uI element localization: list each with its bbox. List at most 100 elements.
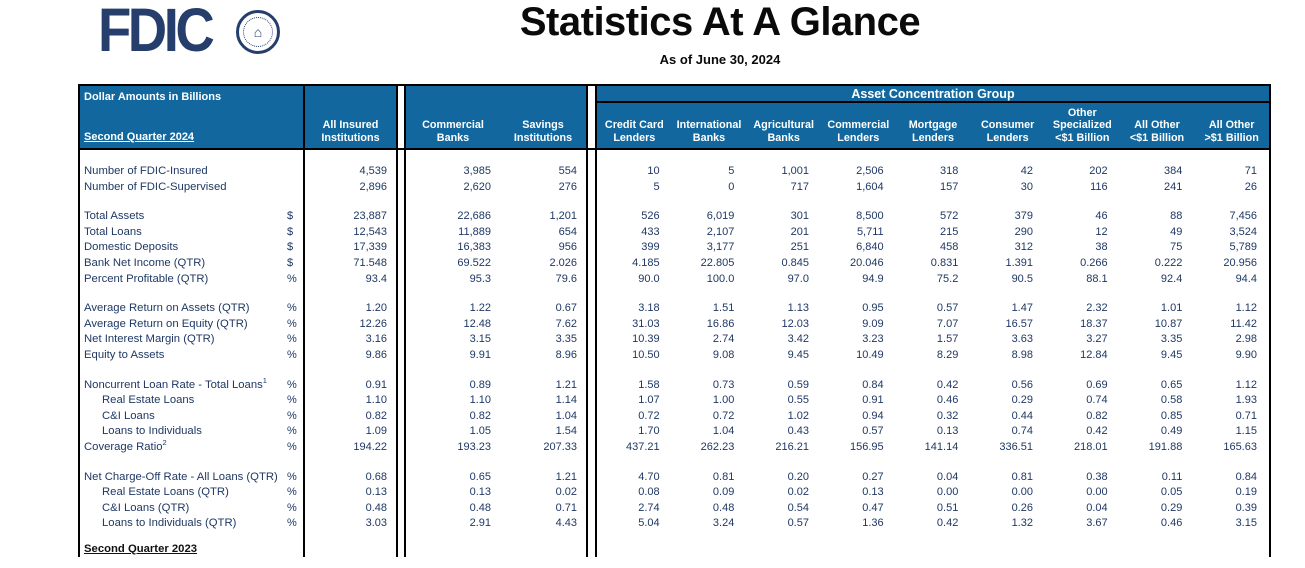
- cell-value: 116: [1090, 180, 1108, 193]
- cell-value: [672, 287, 747, 301]
- column-divider: [398, 541, 406, 558]
- column-divider: [398, 424, 406, 440]
- cell-value: [672, 195, 747, 209]
- cell-value: [500, 195, 588, 210]
- cell-value: [597, 532, 672, 542]
- column-divider: [588, 332, 597, 348]
- cell-value: 5,711: [856, 225, 884, 238]
- cell-value: [970, 542, 1045, 558]
- cell-value: 0.29: [1160, 501, 1183, 514]
- cell-value: [500, 363, 588, 378]
- row-unit: [285, 150, 305, 164]
- cell-value: 156.95: [850, 440, 884, 453]
- cell-value: [821, 150, 896, 164]
- cell-value: 0.55: [787, 394, 809, 407]
- cell-value: [406, 364, 500, 378]
- row-unit: [285, 541, 305, 558]
- table-row: [80, 287, 1269, 302]
- cell-value: [1194, 287, 1269, 301]
- row-label: [80, 456, 285, 470]
- cell-value: 4.70: [638, 470, 660, 483]
- cell-value: 1.93: [1235, 394, 1257, 407]
- cell-value: 0.46: [936, 394, 959, 407]
- cell-value: 0.04: [936, 470, 959, 483]
- cell-value: [970, 287, 1045, 301]
- cell-value: 0.00: [936, 486, 959, 499]
- cell-value: [305, 541, 398, 558]
- column-divider: [588, 439, 597, 456]
- cell-value: [821, 532, 896, 542]
- column-divider: [398, 516, 406, 532]
- cell-value: 42: [1020, 165, 1033, 177]
- cell-value: 0.57: [862, 425, 884, 438]
- cell-value: [1045, 542, 1120, 558]
- cell-value: 9.45: [1160, 348, 1183, 361]
- row-unit: %: [285, 439, 305, 456]
- cell-value: 31.03: [632, 317, 660, 330]
- column-divider: [398, 179, 406, 196]
- cell-value: 93.4: [305, 271, 398, 288]
- column-divider: [398, 224, 406, 241]
- column-divider: [398, 363, 406, 378]
- column-divider: [588, 255, 597, 272]
- cell-value: [597, 150, 672, 164]
- page-subtitle: As of June 30, 2024: [659, 52, 781, 67]
- row-label: Bank Net Income (QTR): [84, 256, 206, 269]
- column-divider: [588, 408, 597, 425]
- cell-value: 12,543: [305, 224, 398, 241]
- fdic-seal-icon: ⌂: [236, 10, 280, 54]
- cell-value: [746, 532, 821, 542]
- row-unit: [285, 287, 305, 302]
- cell-value: [406, 456, 500, 470]
- cell-value: 7,456: [1229, 210, 1257, 223]
- column-header-label: Agricultural Banks: [753, 119, 814, 144]
- cell-value: 526: [641, 210, 660, 223]
- cell-value: 12: [1095, 225, 1108, 238]
- cell-value: 71: [1244, 165, 1257, 177]
- column-header-all-other-gt1b: All Other >$1 Billion: [1194, 103, 1269, 148]
- cell-value: 6,019: [706, 210, 735, 223]
- cell-value: [746, 364, 821, 378]
- cell-value: 0.32: [936, 409, 959, 422]
- cell-value: [1194, 364, 1269, 378]
- cell-value: 10.49: [856, 348, 884, 361]
- cell-value: 276: [500, 179, 588, 196]
- cell-value: 3.24: [712, 517, 735, 530]
- cell-value: 90.5: [1011, 272, 1033, 285]
- cell-value: 1.391: [1005, 256, 1033, 269]
- cell-value: 0.26: [1011, 501, 1033, 514]
- fdic-logo: FDIC ⌂: [98, 1, 288, 66]
- cell-value: 3.35: [1160, 333, 1183, 346]
- column-header-agricultural-banks: Agricultural Banks: [746, 103, 821, 148]
- cell-value: 38: [1095, 241, 1108, 254]
- table-row: Percent Profitable (QTR)% 93.4 95.3 79.6 90.…: [80, 271, 1269, 288]
- cell-value: 0.48: [469, 501, 491, 514]
- row-unit: [285, 363, 305, 378]
- cell-value: [1045, 195, 1120, 209]
- cell-value: [406, 542, 500, 558]
- cell-value: 0.84: [1235, 470, 1257, 483]
- cell-value: 207.33: [500, 439, 588, 456]
- row-unit: %: [285, 332, 305, 348]
- cell-value: [821, 456, 896, 470]
- cell-value: 437.21: [626, 440, 660, 453]
- cell-value: 399: [641, 241, 660, 254]
- cell-value: 10.39: [632, 333, 660, 346]
- column-header-consumer-lenders: Consumer Lenders: [970, 103, 1045, 148]
- cell-value: 379: [1014, 210, 1033, 223]
- cell-value: 9.86: [305, 347, 398, 364]
- cell-value: 0.54: [787, 501, 809, 514]
- cell-value: 0.82: [469, 409, 491, 422]
- cell-value: 71.548: [305, 255, 398, 272]
- cell-value: 94.9: [862, 272, 884, 285]
- table-body: Number of FDIC-Insured 4,539 3,985 554 10 5 1,…: [80, 150, 1269, 558]
- row-unit: %: [285, 408, 305, 425]
- table-row: [80, 455, 1269, 470]
- row-unit: [285, 179, 305, 196]
- cell-value: [821, 364, 896, 378]
- cell-value: 46: [1095, 210, 1108, 223]
- cell-value: [305, 195, 398, 210]
- cell-value: 3.35: [500, 332, 588, 348]
- cell-value: 0.42: [936, 378, 959, 391]
- cell-value: [500, 455, 588, 470]
